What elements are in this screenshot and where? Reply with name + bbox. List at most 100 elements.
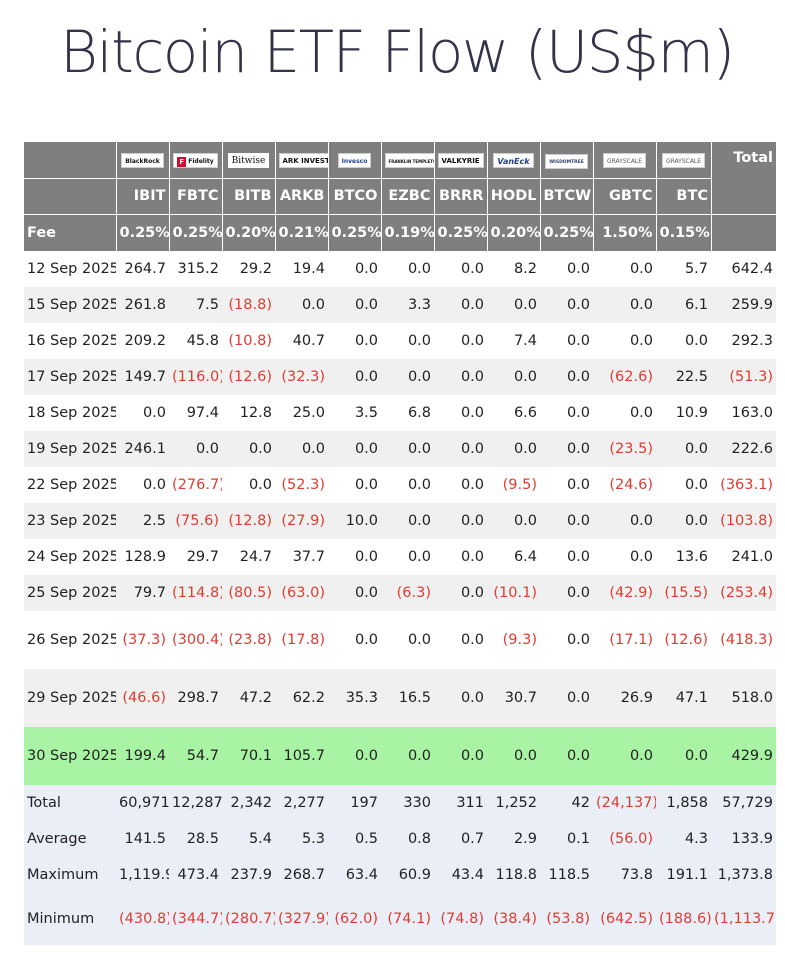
summary-label: Total [24,785,116,821]
value-cell: 0.0 [593,503,656,539]
value-cell: 209.2 [116,323,169,359]
value-cell: (15.5) [656,575,711,611]
value-cell: 191.1 [656,857,711,893]
value-cell: 13.6 [656,539,711,575]
value-cell: 0.0 [540,669,593,727]
row-total-cell: (1,113.7) [711,893,776,945]
blackrock-logo: BlackRock [121,153,164,169]
value-cell: 5.7 [656,251,711,287]
value-cell: 5.4 [222,821,275,857]
ticker-cell: BTC [656,178,711,215]
value-cell: (56.0) [593,821,656,857]
ticker-cell: FBTC [169,178,223,215]
value-cell: (9.3) [487,611,540,669]
value-cell: (46.6) [116,669,169,727]
date-cell: 24 Sep 2025 [24,539,116,575]
value-cell: 0.0 [434,431,487,467]
value-cell: (12.8) [222,503,275,539]
value-cell: (24,137) [593,785,656,821]
value-cell: 0.0 [275,431,328,467]
fee-cell: 0.25% [328,214,382,251]
value-cell: 0.0 [487,359,540,395]
value-cell: 6.6 [487,395,540,431]
summary-label: Minimum [24,893,116,945]
page-title: Bitcoin ETF Flow (US$m) [60,18,735,86]
bitwise-logo: Bitwise [227,153,270,169]
ticker-cell: EZBC [381,178,435,215]
value-cell: 0.0 [434,503,487,539]
value-cell: 70.1 [222,727,275,785]
value-cell: (23.8) [222,611,275,669]
value-cell: 0.0 [328,251,381,287]
date-cell: 15 Sep 2025 [24,287,116,323]
value-cell: (62.6) [593,359,656,395]
value-cell: 73.8 [593,857,656,893]
row-total-cell: (253.4) [711,575,776,611]
value-cell: 0.0 [540,727,593,785]
summary-row: Maximum 1,119.9 473.4 237.9 268.7 63.4 60.9 43.… [24,857,776,893]
fee-label: Fee [24,214,117,251]
value-cell: (24.6) [593,467,656,503]
value-cell: 0.0 [222,431,275,467]
date-cell: 19 Sep 2025 [24,431,116,467]
daily-flow-row: 22 Sep 2025 0.0 (276.7) 0.0 (52.3) 0.0 0.0 0.0(… [24,467,776,503]
ticker-cell: GBTC [593,178,657,215]
value-cell: 0.0 [656,431,711,467]
ark-invest-logo: ARK INVEST [278,153,327,169]
value-cell: 105.7 [275,727,328,785]
value-cell: (114.8) [169,575,222,611]
daily-flow-row: 26 Sep 2025 (37.3) (300.4) (23.8) (17.8) 0.0 0… [24,611,776,669]
value-cell: 16.5 [381,669,434,727]
value-cell: (23.5) [593,431,656,467]
value-cell: 0.0 [328,467,381,503]
value-cell: 0.7 [434,821,487,857]
value-cell: 246.1 [116,431,169,467]
value-cell: 0.0 [381,539,434,575]
value-cell: (300.4) [169,611,222,669]
value-cell: 0.8 [381,821,434,857]
value-cell: 1,858 [656,785,711,821]
date-cell: 22 Sep 2025 [24,467,116,503]
value-cell: 315.2 [169,251,222,287]
grayscale-mini-logo: GRAYSCALE [661,153,706,169]
value-cell: 7.5 [169,287,222,323]
fidelity-logo-text: Fidelity [188,158,214,166]
invesco-logo: Invesco [337,153,372,169]
ticker-cell: BITB [222,178,276,215]
value-cell: 35.3 [328,669,381,727]
value-cell: 0.0 [540,503,593,539]
value-cell: (188.6) [656,893,711,945]
value-cell: 0.0 [381,611,434,669]
value-cell: 0.0 [540,395,593,431]
value-cell: 0.0 [540,467,593,503]
vaneck-logo: VanEck [493,152,534,168]
value-cell: 12,287 [169,785,222,821]
value-cell: 0.0 [328,431,381,467]
value-cell: (53.8) [540,893,593,945]
value-cell: 2.5 [116,503,169,539]
date-cell: 25 Sep 2025 [24,575,116,611]
row-total-cell: 241.0 [711,539,776,575]
value-cell: 0.0 [487,727,540,785]
valkyrie-logo: VALKYRIE [437,153,484,169]
value-cell: 0.0 [540,431,593,467]
value-cell: 0.0 [540,575,593,611]
etf-flow-table: BlackRock F Fidelity Bitwise ARK INVEST I… [24,142,776,945]
value-cell: 42 [540,785,593,821]
ticker-cell: HODL [487,178,541,215]
value-cell: (38.4) [487,893,540,945]
value-cell: (6.3) [381,575,434,611]
row-total-cell: 163.0 [711,395,776,431]
value-cell: 199.4 [116,727,169,785]
ticker-cell: BTCW [540,178,594,215]
value-cell: 118.5 [540,857,593,893]
value-cell: 0.0 [381,467,434,503]
value-cell: 0.0 [434,727,487,785]
date-cell: 26 Sep 2025 [24,611,116,669]
value-cell: 0.1 [540,821,593,857]
value-cell: 8.2 [487,251,540,287]
value-cell: 311 [434,785,487,821]
value-cell: 0.0 [540,251,593,287]
row-total-cell: (418.3) [711,611,776,669]
fee-row: Fee 0.25% 0.25% 0.20% 0.21% 0.25% 0.19% … [24,214,776,251]
